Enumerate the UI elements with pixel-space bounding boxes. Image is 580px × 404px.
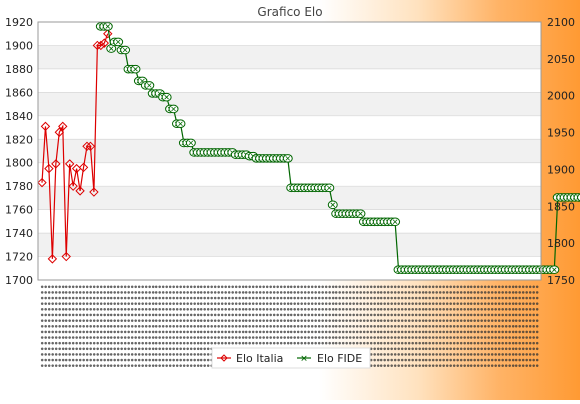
y-right-tick-label: 1800 (547, 237, 575, 250)
y-left-tick-label: 1760 (5, 204, 33, 217)
y-left-tick-label: 1920 (5, 16, 33, 29)
y-right-tick-label: 1750 (547, 274, 575, 287)
y-left-tick-label: 1840 (5, 110, 33, 123)
y-left-tick-label: 1860 (5, 86, 33, 99)
y-left-tick-label: 1800 (5, 157, 33, 170)
y-right-tick-label: 2000 (547, 90, 575, 103)
legend-label-elo-fide: Elo FIDE (317, 352, 362, 365)
x-tick-label: ∙∙∙∙∙∙∙∙∙∙∙∙∙∙∙ (533, 284, 543, 369)
y-right-tick-label: 1900 (547, 163, 575, 176)
chart-title: Grafico Elo (257, 5, 322, 19)
y-right-tick-label: 1950 (547, 127, 575, 140)
y-left-tick-label: 1720 (5, 251, 33, 264)
plot-band (38, 92, 541, 115)
legend: Elo Italia ✕ Elo FIDE (212, 348, 370, 368)
y-right-tick-label: 1850 (547, 200, 575, 213)
y-right-tick-label: 2050 (547, 53, 575, 66)
y-left-tick-label: 1700 (5, 274, 33, 287)
y-left-tick-label: 1780 (5, 180, 33, 193)
y-left-tick-label: 1880 (5, 63, 33, 76)
y-left-tick-label: 1740 (5, 227, 33, 240)
y-right-tick-label: 2100 (547, 16, 575, 29)
y-left-tick-label: 1900 (5, 39, 33, 52)
legend-marker-elo-fide: ✕ (300, 355, 308, 365)
plot-band (38, 233, 541, 256)
y-left-tick-label: 1820 (5, 133, 33, 146)
legend-label-elo-italia: Elo Italia (236, 352, 283, 365)
